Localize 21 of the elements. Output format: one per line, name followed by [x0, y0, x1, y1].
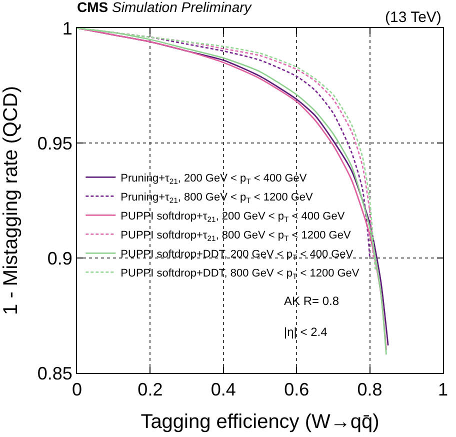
- y-tick-label: 0.9: [47, 248, 72, 268]
- annotation: |η| < 2.4: [284, 325, 328, 339]
- legend-label: PUPPI softdrop+DDT, 800 GeV < p$_{T}$ < 1200 GeV: [120, 267, 360, 281]
- x-axis-title: Tagging efficiency (W→qq̄): [140, 411, 380, 434]
- legend-label: PUPPI softdrop+τ$_{21}$, 200 GeV < p$_{T}$ < 400 GeV: [120, 210, 346, 224]
- legend-label: Pruning+τ$_{21}$, 200 GeV < p$_{T}$ < 400 GeV: [120, 172, 308, 186]
- legend-label: Pruning+τ$_{21}$, 800 GeV < p$_{T}$ < 1200 GeV: [120, 191, 314, 205]
- y-tick-label: 0.85: [37, 363, 72, 384]
- chart-title: CMS Simulation Preliminary: [77, 0, 252, 15]
- x-tick-label: 0.8: [357, 380, 382, 400]
- x-tick-label: 0.4: [210, 380, 236, 400]
- x-tick-label: 0.6: [284, 380, 310, 400]
- legend-label: PUPPI softdrop+τ$_{21}$, 800 GeV < p$_{T}$ < 1200 GeV: [120, 229, 352, 243]
- x-tick-label: 1: [438, 380, 448, 400]
- x-tick-label: 0: [72, 380, 82, 400]
- text: (13 TeV): [385, 9, 442, 26]
- x-tick-label: 0.2: [138, 380, 163, 400]
- y-axis-title: 1 - Mistagging rate (QCD): [0, 86, 22, 315]
- y-tick-label: 0.95: [37, 133, 72, 154]
- annotation: AK R= 0.8: [284, 294, 340, 308]
- y-tick-label: 1: [62, 18, 72, 38]
